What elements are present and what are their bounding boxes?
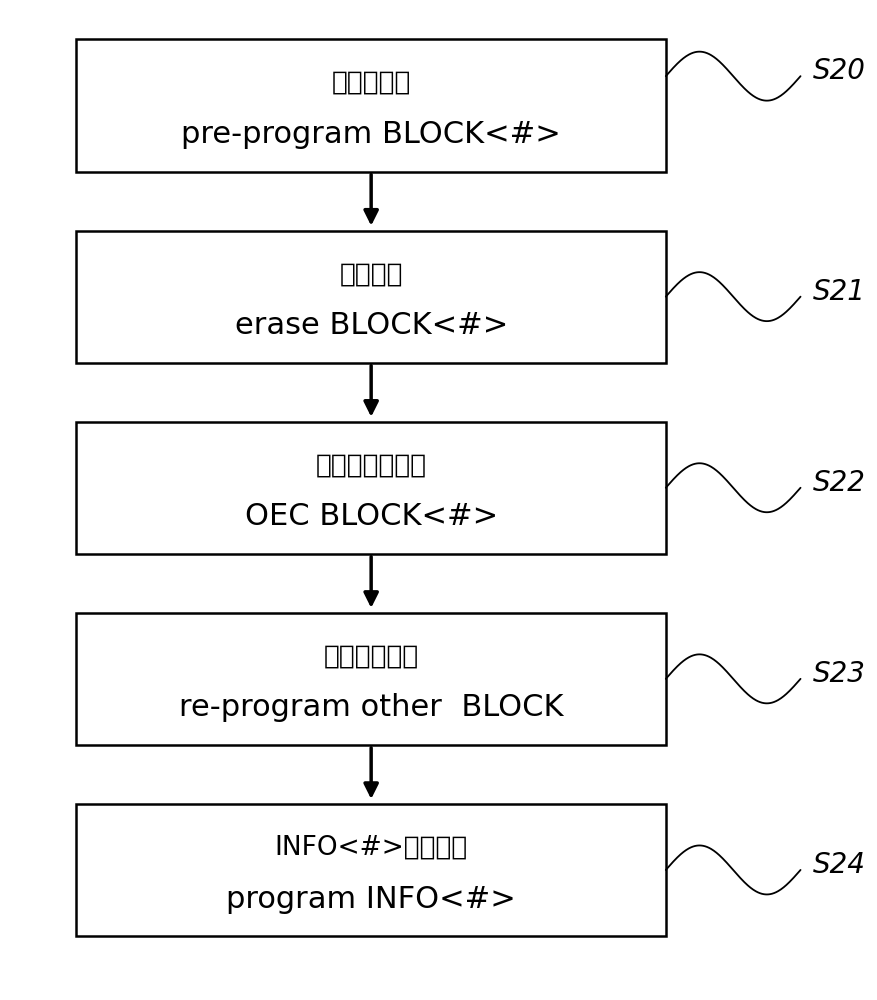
FancyBboxPatch shape bbox=[76, 231, 666, 363]
Text: S21: S21 bbox=[813, 278, 866, 306]
Text: 擦除操作: 擦除操作 bbox=[339, 261, 403, 287]
FancyBboxPatch shape bbox=[76, 804, 666, 936]
Text: re-program other  BLOCK: re-program other BLOCK bbox=[179, 693, 563, 722]
Text: INFO<#>编程操作: INFO<#>编程操作 bbox=[275, 834, 467, 860]
FancyBboxPatch shape bbox=[76, 39, 666, 172]
Text: 重新编程操作: 重新编程操作 bbox=[324, 643, 419, 669]
Text: S24: S24 bbox=[813, 851, 866, 879]
Text: program INFO<#>: program INFO<#> bbox=[226, 885, 516, 914]
FancyBboxPatch shape bbox=[76, 613, 666, 745]
Text: pre-program BLOCK<#>: pre-program BLOCK<#> bbox=[182, 120, 561, 149]
Text: S20: S20 bbox=[813, 57, 866, 85]
Text: OEC BLOCK<#>: OEC BLOCK<#> bbox=[245, 502, 498, 531]
Text: S22: S22 bbox=[813, 469, 866, 497]
Text: 过擦除校正操作: 过擦除校正操作 bbox=[316, 452, 427, 478]
Text: S23: S23 bbox=[813, 660, 866, 688]
Text: 预编程操作: 预编程操作 bbox=[332, 70, 410, 96]
Text: erase BLOCK<#>: erase BLOCK<#> bbox=[234, 311, 508, 340]
FancyBboxPatch shape bbox=[76, 422, 666, 554]
